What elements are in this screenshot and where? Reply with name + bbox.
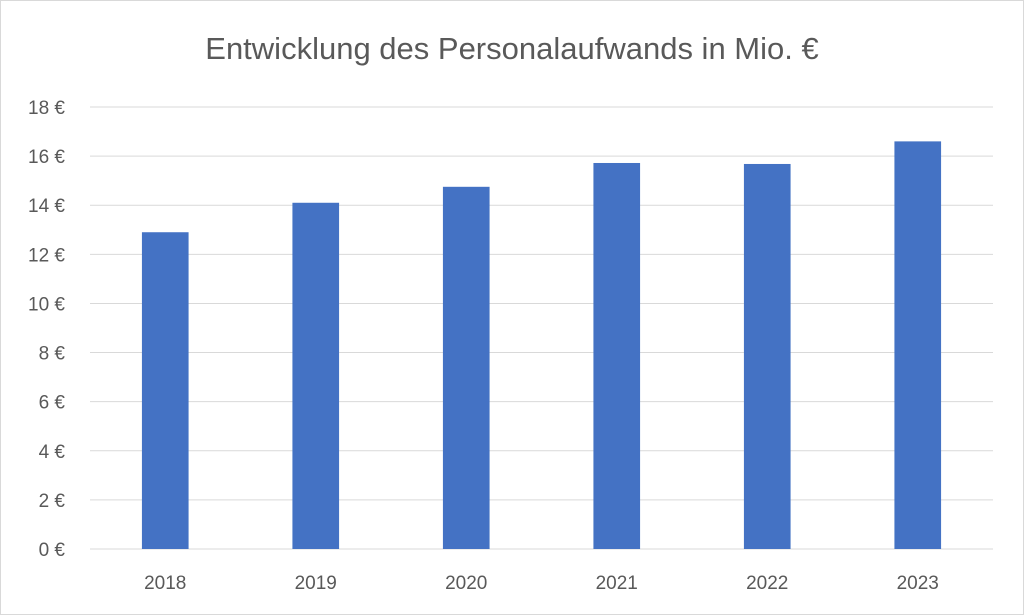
x-tick-label: 2022: [746, 573, 788, 594]
x-tick-label: 2018: [144, 573, 186, 594]
y-tick-label: 4 €: [39, 442, 66, 463]
x-tick-label: 2023: [897, 573, 939, 594]
bar-2019: [292, 202, 340, 549]
x-axis-ticks: 2018 2019 2020 2021 2022 2023: [144, 573, 939, 594]
y-tick-label: 2 €: [39, 491, 66, 512]
chart-title: Entwicklung des Personalaufwands in Mio.…: [205, 31, 818, 66]
bar-2022: [743, 163, 791, 550]
y-tick-label: 0 €: [39, 540, 66, 561]
y-tick-label: 6 €: [39, 393, 66, 414]
x-tick-label: 2021: [596, 573, 638, 594]
bar-2020: [442, 186, 490, 550]
y-tick-label: 18 €: [28, 98, 65, 119]
x-tick-label: 2020: [445, 573, 487, 594]
bars: [141, 141, 942, 550]
y-axis-ticks: 0 € 2 € 4 € 6 € 8 € 10 € 12 € 14 € 16 € 18 €: [28, 98, 65, 561]
bar-2018: [141, 232, 189, 549]
y-tick-label: 12 €: [28, 245, 65, 266]
bar-2021: [593, 162, 641, 549]
gridlines: [90, 106, 993, 550]
y-tick-label: 14 €: [28, 196, 65, 217]
y-tick-label: 10 €: [28, 294, 65, 315]
y-tick-label: 8 €: [39, 344, 66, 365]
bar-2023: [894, 141, 942, 549]
x-tick-label: 2019: [295, 573, 337, 594]
y-tick-label: 16 €: [28, 147, 65, 168]
